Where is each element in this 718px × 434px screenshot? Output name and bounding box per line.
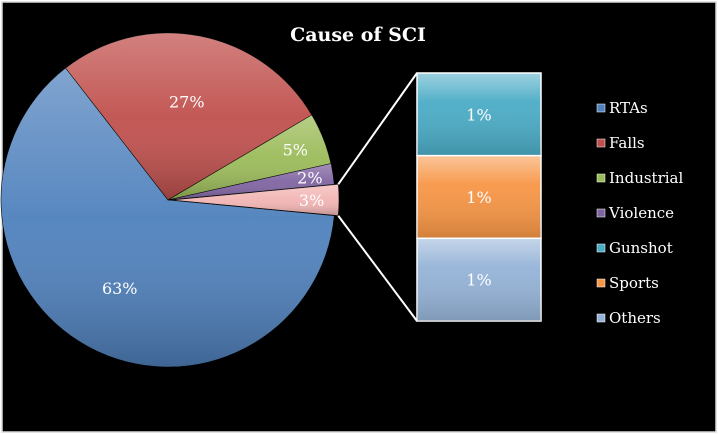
legend-swatch-rtas — [596, 103, 606, 113]
pie-label-other: 3% — [299, 191, 324, 210]
breakdown-label-others: 1% — [466, 271, 491, 290]
legend-label-industrial: Industrial — [609, 169, 683, 187]
breakdown-label-gunshot: 1% — [466, 105, 491, 124]
legend-label-falls: Falls — [609, 134, 645, 152]
legend-label-others: Others — [609, 309, 661, 327]
pie-label-industrial: 5% — [283, 141, 308, 160]
breakdown-label-sports: 1% — [466, 188, 491, 207]
connector-line-top — [337, 72, 418, 185]
legend-label-sports: Sports — [609, 274, 659, 292]
connector-line-bottom — [337, 215, 418, 322]
connector-lines — [337, 72, 418, 322]
chart-title: Cause of SCI — [290, 24, 426, 46]
legend-label-violence: Violence — [608, 204, 674, 222]
breakdown-bar: 1% 1% 1% — [416, 72, 542, 322]
legend-swatch-violence — [596, 208, 606, 218]
pie-label-falls: 27% — [169, 93, 205, 112]
legend-label-gunshot: Gunshot — [609, 239, 673, 257]
legend: RTAs Falls Industrial Violence Gunshot Sports… — [596, 99, 683, 327]
pie-label-violence: 2% — [297, 169, 322, 188]
legend-swatch-gunshot — [596, 243, 606, 253]
pie-label-rtas: 63% — [102, 279, 138, 298]
legend-swatch-falls — [596, 138, 606, 148]
legend-swatch-industrial — [596, 173, 606, 183]
legend-swatch-others — [596, 313, 606, 323]
legend-label-rtas: RTAs — [609, 99, 648, 117]
legend-swatch-sports — [596, 278, 606, 288]
